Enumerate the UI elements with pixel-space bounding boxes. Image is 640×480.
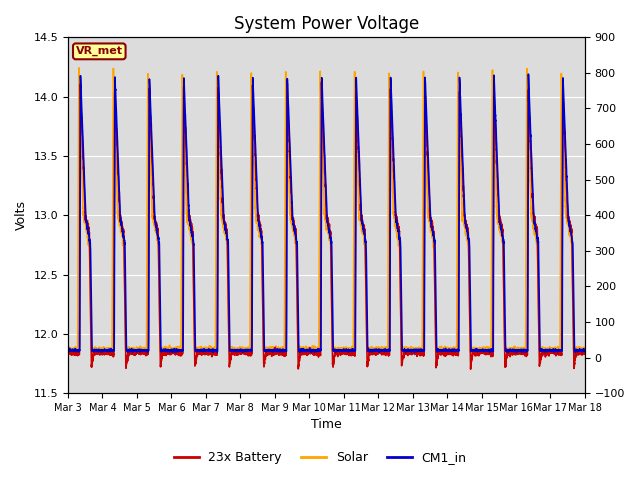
23x Battery (581, 348, 589, 354)
23x Battery (580, 350, 588, 356)
Solar (413, 348, 421, 354)
CM1_in (472, 348, 479, 353)
CM1_in (64, 348, 72, 354)
Solar (442, 348, 450, 353)
Solar (75, 65, 83, 71)
CM1_in (307, 347, 315, 352)
CM1_in (157, 348, 164, 353)
X-axis label: Time: Time (311, 419, 342, 432)
Line: CM1_in: CM1_in (68, 74, 585, 352)
CM1_in (513, 349, 520, 355)
Solar (372, 351, 380, 357)
Line: Solar: Solar (68, 68, 585, 354)
Solar (580, 345, 588, 351)
CM1_in (580, 348, 588, 353)
CM1_in (442, 348, 450, 354)
Solar (64, 346, 72, 351)
23x Battery (317, 79, 325, 85)
23x Battery (64, 347, 72, 352)
Line: 23x Battery: 23x Battery (68, 82, 585, 369)
23x Battery (442, 351, 450, 357)
Text: VR_met: VR_met (76, 46, 123, 57)
Legend: 23x Battery, Solar, CM1_in: 23x Battery, Solar, CM1_in (168, 446, 472, 469)
CM1_in (525, 71, 532, 77)
23x Battery (413, 350, 421, 356)
23x Battery (472, 349, 479, 355)
Title: System Power Voltage: System Power Voltage (234, 15, 419, 33)
23x Battery (157, 359, 164, 364)
Solar (157, 345, 165, 351)
Solar (307, 348, 315, 353)
CM1_in (581, 348, 589, 354)
Solar (581, 348, 589, 354)
23x Battery (467, 366, 474, 372)
23x Battery (307, 349, 315, 355)
Y-axis label: Volts: Volts (15, 200, 28, 230)
Solar (472, 346, 479, 352)
CM1_in (413, 348, 421, 354)
